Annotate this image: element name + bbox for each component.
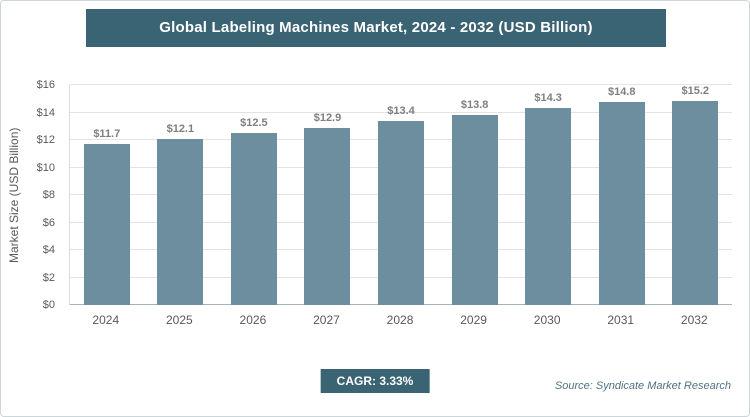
bar-2024 [83,144,130,305]
bar-value-label: $15.2 [681,85,710,97]
cagr-badge: CAGR: 3.33% [320,369,430,393]
bar-column: $13.8 [438,85,512,305]
y-axis-tick-labels: $0 $2 $4 $6 $8 $10 $12 $14 $16 [1,79,63,311]
y-tick-label: $14 [36,106,55,119]
gridline [70,84,732,85]
bar-2025 [157,138,204,305]
bar-2027 [304,127,351,305]
bar-value-label: $12.9 [313,111,342,124]
source-attribution: Source: Syndicate Market Research [554,380,731,392]
bar-column: $12.1 [144,85,218,305]
bar-value-label: $12.5 [240,117,268,130]
x-tick-label: 2029 [460,313,487,327]
y-tick-label: $6 [42,216,55,229]
x-tick-label: 2027 [313,313,340,327]
bar-column: $12.9 [291,85,365,305]
x-tick-label: 2024 [92,313,120,327]
x-tick-label: 2026 [239,313,267,327]
bar-column: $13.4 [364,85,438,305]
bar-value-label: $11.7 [93,128,121,141]
y-tick-label: $10 [36,161,55,174]
y-tick-label: $8 [42,189,55,201]
x-axis-tick-labels: 2024 2025 2026 2027 2028 2029 2030 2031 2032 [69,313,731,327]
bar-2030 [525,108,572,305]
bar-2028 [378,120,425,305]
bar-value-label: $13.4 [387,104,415,117]
bar-2026 [230,133,277,305]
bars-layer: $11.7 $12.1 $12.5 $12.9 $13.4 $13.8 $14.3 $14.8… [70,85,732,305]
x-tick-label: 2031 [607,313,635,327]
x-tick-label: 2028 [386,313,414,327]
bar-column: $14.8 [585,85,659,305]
x-tick-label: 2030 [533,313,561,327]
bar-column: $15.2 [659,85,733,305]
bar-2029 [451,115,498,305]
plot-area: $11.7 $12.1 $12.5 $12.9 $13.4 $13.8 $14.3 $14.8… [69,84,732,305]
bar-value-label: $12.1 [166,122,195,135]
x-tick-label: 2025 [165,313,193,327]
x-tick-label: 2032 [680,313,708,327]
bar-value-label: $14.3 [534,92,562,105]
bar-2032 [672,101,719,305]
y-tick-label: $0 [42,299,55,311]
gridline [70,111,732,113]
y-tick-label: $4 [42,244,55,256]
chart-title: Global Labeling Machines Market, 2024 - … [86,9,666,47]
y-tick-label: $16 [36,79,55,91]
bar-column: $12.5 [217,85,291,305]
y-tick-label: $2 [42,271,55,284]
bar-2031 [598,101,645,305]
bar-value-label: $14.8 [607,85,636,98]
y-tick-label: $12 [36,134,55,146]
bar-value-label: $13.8 [460,99,489,112]
bar-column: $11.7 [70,85,144,305]
bar-column: $14.3 [511,85,585,305]
